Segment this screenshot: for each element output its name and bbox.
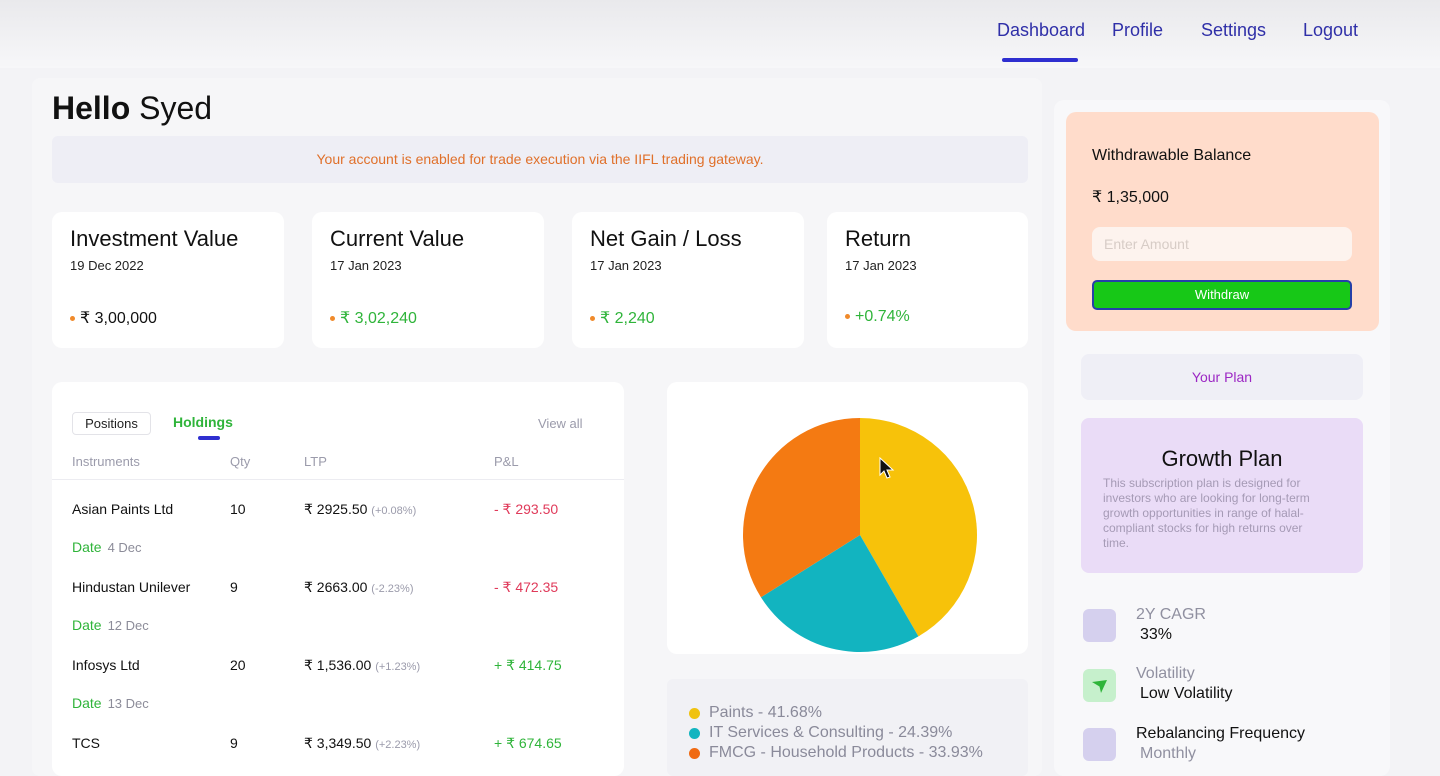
holding-pnl: + ₹ 414.75 xyxy=(494,657,562,673)
tab-holdings[interactable]: Holdings xyxy=(173,414,233,430)
column-header-qty: Qty xyxy=(230,454,251,469)
holding-date: Date 4 Dec xyxy=(72,539,142,555)
withdraw-button[interactable]: Withdraw xyxy=(1092,280,1352,310)
nav-logout[interactable]: Logout xyxy=(1303,20,1359,40)
view-all-link[interactable]: View all xyxy=(538,416,583,431)
column-header-ltp: LTP xyxy=(304,454,327,469)
pie-slice-it-services-consulting xyxy=(760,535,919,652)
trade-notice-banner: Your account is enabled for trade execut… xyxy=(52,136,1028,183)
metric-value: Monthly xyxy=(1140,745,1197,762)
rebalancing-icon xyxy=(1083,728,1116,761)
investment-value-card: Investment Value 19 Dec 2022 ₹ 3,00,000 xyxy=(52,212,284,348)
holding-ltp: ₹ 2663.00 (-2.23%) xyxy=(304,579,414,595)
instrument-name[interactable]: Asian Paints Ltd xyxy=(72,501,174,517)
pie-slice-paints xyxy=(860,418,977,637)
top-nav: Dashboard Profile Settings Logout xyxy=(0,0,1440,68)
holding-qty: 20 xyxy=(230,657,246,673)
greeting-hello: Hello xyxy=(52,90,131,126)
pie-slice-fmcg-household-products xyxy=(743,418,860,598)
your-plan-header: Your Plan xyxy=(1081,354,1363,400)
holding-pnl: + ₹ 674.65 xyxy=(494,735,562,751)
bullet-icon xyxy=(330,316,335,322)
stat-value: ₹ 3,00,000 xyxy=(70,308,157,328)
stat-title: Net Gain / Loss xyxy=(590,226,742,251)
send-arrow-icon xyxy=(1083,669,1116,702)
stat-title: Investment Value xyxy=(70,226,239,251)
metric-value: 33% xyxy=(1140,626,1173,643)
plan-description: This subscription plan is designed for i… xyxy=(1103,476,1310,550)
holding-date: Date 12 Dec xyxy=(72,617,149,633)
holding-ltp: ₹ 3,349.50 (+2.23%) xyxy=(304,735,421,751)
stat-title: Return xyxy=(845,226,912,251)
current-value-card: Current Value 17 Jan 2023 ₹ 3,02,240 xyxy=(312,212,544,348)
holding-qty: 9 xyxy=(230,735,238,751)
holdings-panel: Positions Holdings View all Instruments … xyxy=(52,382,624,776)
holding-ltp: ₹ 1,536.00 (+1.23%) xyxy=(304,657,421,673)
greeting-name: Syed xyxy=(139,90,213,126)
metric-label: Volatility xyxy=(1136,665,1195,682)
metric-value: Low Volatility xyxy=(1140,685,1233,702)
metric-label: 2Y CAGR xyxy=(1136,606,1206,623)
active-nav-indicator xyxy=(1002,58,1078,62)
allocation-legend: Paints - 41.68% IT Services & Consulting… xyxy=(667,679,1028,776)
holding-qty: 9 xyxy=(230,579,238,595)
withdrawable-balance-card: Withdrawable Balance ₹ 1,35,000 Withdraw xyxy=(1066,112,1379,331)
instrument-name[interactable]: Hindustan Unilever xyxy=(72,579,191,595)
bullet-icon xyxy=(590,316,595,322)
stat-value: +0.74% xyxy=(845,308,910,326)
column-header-pnl: P&L xyxy=(494,454,519,469)
legend-item: Paints - 41.68% xyxy=(689,703,1028,723)
page-greeting: Hello Syed xyxy=(52,90,212,127)
holding-pnl: - ₹ 293.50 xyxy=(494,501,559,517)
plan-name: Growth Plan xyxy=(1161,446,1283,471)
legend-swatch xyxy=(689,727,700,739)
nav-profile[interactable]: Profile xyxy=(1112,20,1164,40)
instrument-name[interactable]: TCS xyxy=(72,735,100,751)
return-card: Return 17 Jan 2023 +0.74% xyxy=(827,212,1028,348)
stat-value: ₹ 2,240 xyxy=(590,308,655,328)
mouse-cursor-icon xyxy=(879,457,895,479)
legend-swatch xyxy=(689,747,700,759)
legend-item: IT Services & Consulting - 24.39% xyxy=(689,723,1028,743)
column-header-instruments: Instruments xyxy=(72,454,140,469)
nav-dashboard[interactable]: Dashboard xyxy=(997,20,1086,40)
legend-swatch xyxy=(689,707,700,719)
net-gain-loss-card: Net Gain / Loss 17 Jan 2023 ₹ 2,240 xyxy=(572,212,804,348)
holding-pnl: - ₹ 472.35 xyxy=(494,579,559,595)
holding-ltp: ₹ 2925.50 (+0.08%) xyxy=(304,501,417,517)
stat-date: 17 Jan 2023 xyxy=(590,258,662,273)
balance-title: Withdrawable Balance xyxy=(1092,147,1252,164)
stat-date: 19 Dec 2022 xyxy=(70,258,144,273)
metric-label: Rebalancing Frequency xyxy=(1136,725,1305,742)
allocation-pie-chart xyxy=(743,418,977,652)
active-tab-indicator xyxy=(198,436,220,440)
stat-date: 17 Jan 2023 xyxy=(330,258,402,273)
balance-amount: ₹ 1,35,000 xyxy=(1092,189,1169,206)
withdraw-amount-input[interactable] xyxy=(1092,227,1352,261)
header-divider xyxy=(52,479,624,480)
nav-settings[interactable]: Settings xyxy=(1201,20,1267,40)
stat-date: 17 Jan 2023 xyxy=(845,258,917,273)
holding-date: Date 13 Dec xyxy=(72,695,149,711)
legend-item: FMCG - Household Products - 33.93% xyxy=(689,743,1028,763)
holding-qty: 10 xyxy=(230,501,246,517)
bullet-icon xyxy=(70,316,75,322)
stat-value: ₹ 3,02,240 xyxy=(330,308,417,328)
stat-title: Current Value xyxy=(330,226,465,251)
growth-plan-card: Growth Plan This subscription plan is de… xyxy=(1081,418,1363,573)
allocation-chart-panel xyxy=(667,382,1028,654)
cagr-icon xyxy=(1083,609,1116,642)
bullet-icon xyxy=(845,314,850,320)
instrument-name[interactable]: Infosys Ltd xyxy=(72,657,140,673)
tab-positions[interactable]: Positions xyxy=(72,412,151,435)
